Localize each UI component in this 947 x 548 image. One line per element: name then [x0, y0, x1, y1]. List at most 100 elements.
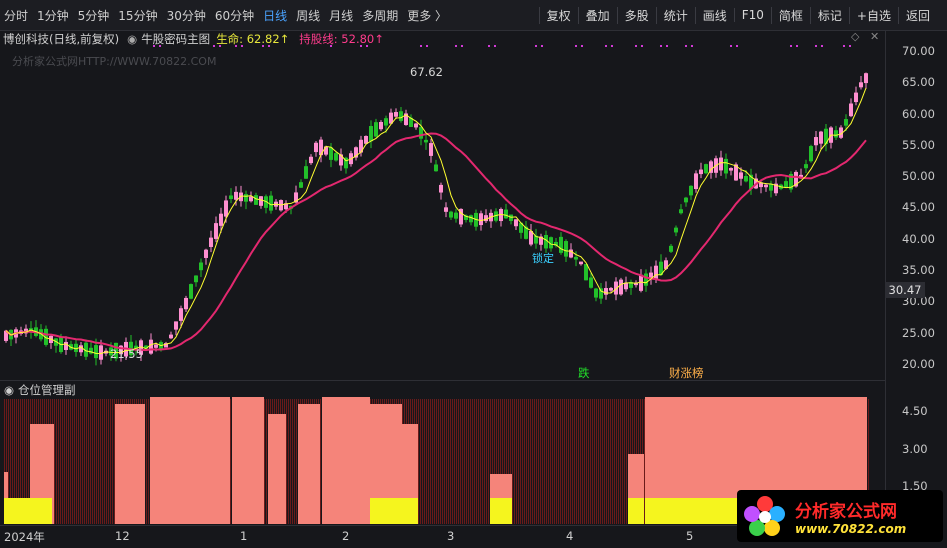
indicator-dropdown-icon[interactable]: ◉	[127, 32, 138, 46]
tab-period-daily[interactable]: 日线	[263, 8, 288, 23]
bg-stripe	[90, 399, 91, 524]
candle-body	[79, 345, 83, 353]
candle-body	[739, 172, 743, 179]
candle-body	[369, 126, 373, 142]
bg-stripe	[550, 399, 551, 524]
bg-stripe	[74, 399, 75, 524]
multi-stock-button[interactable]: 多股	[616, 6, 656, 24]
flower-logo-icon	[744, 496, 785, 536]
bg-stripe	[82, 399, 83, 524]
draw-line-button[interactable]: 画线	[694, 6, 734, 24]
tab-period[interactable]: 分时	[4, 8, 29, 23]
candle-body	[269, 195, 273, 211]
add-watchlist-button[interactable]: +自选	[848, 6, 898, 24]
price-tick: 50.00	[902, 169, 935, 183]
x-tick: 1	[240, 529, 248, 543]
hold-line-ma	[5, 132, 867, 352]
overlay-button[interactable]: 叠加	[577, 6, 617, 24]
candle-body	[749, 174, 753, 189]
candlestick-chart[interactable]: 67.62 21.55 锁定 跌 财涨榜 ◇ ✕	[0, 30, 947, 380]
price-tick: 65.00	[902, 75, 935, 89]
tab-period[interactable]: 1分钟	[37, 8, 69, 23]
sub-panel-title: 仓位管理副	[18, 382, 76, 397]
bg-stripe	[526, 399, 527, 524]
back-button[interactable]: 返回	[897, 6, 937, 24]
candle-body	[544, 234, 548, 249]
candle-body	[99, 345, 103, 360]
diamond-icon[interactable]: ◇	[851, 30, 860, 43]
candle-body	[559, 236, 563, 253]
mark-button[interactable]: 标记	[809, 6, 849, 24]
bg-stripe	[456, 399, 457, 524]
signal-dot	[685, 45, 687, 47]
f10-button[interactable]: F10	[733, 8, 771, 22]
candle-body	[759, 182, 763, 188]
bg-stripe	[868, 399, 869, 524]
bg-stripe	[114, 399, 115, 524]
price-tick: 60.00	[902, 107, 935, 121]
candle-body	[769, 183, 773, 191]
candle-body	[639, 274, 643, 291]
signal-dot	[660, 45, 662, 47]
collapse-icon[interactable]: ◉	[4, 382, 15, 397]
candle-body	[629, 281, 633, 288]
tab-period[interactable]: 60分钟	[214, 8, 255, 23]
bg-stripe	[532, 399, 533, 524]
tab-more[interactable]: 更多 〉	[407, 8, 448, 23]
bg-stripe	[28, 399, 29, 524]
signal-dot	[736, 45, 738, 47]
close-icon[interactable]: ✕	[870, 30, 879, 43]
signal-dot	[796, 45, 798, 47]
bg-stripe	[624, 399, 625, 524]
bg-stripe	[554, 399, 555, 524]
stock-name[interactable]: 博创科技(日线,前复权)	[3, 32, 120, 46]
bg-stripe	[436, 399, 437, 524]
candle-body	[454, 212, 458, 219]
candle-body	[284, 203, 288, 210]
candle-body	[249, 196, 253, 202]
tab-period[interactable]: 15分钟	[118, 8, 158, 23]
indicator-name[interactable]: 牛股密码主图	[141, 32, 211, 46]
candle-body	[589, 277, 593, 288]
wealth-marker: 财涨榜	[669, 366, 704, 380]
simple-frame-button[interactable]: 简框	[770, 6, 810, 24]
tab-period[interactable]: 周线	[296, 8, 321, 23]
candle-body	[494, 211, 498, 221]
bg-stripe	[570, 399, 571, 524]
bg-stripe	[68, 399, 69, 524]
position-bar	[322, 397, 370, 524]
tab-period[interactable]: 5分钟	[77, 8, 110, 23]
tab-period[interactable]: 月线	[329, 8, 354, 23]
bg-stripe	[426, 399, 427, 524]
bg-stripe	[558, 399, 559, 524]
candle-body	[234, 191, 238, 200]
bg-stripe	[60, 399, 61, 524]
candle-body	[89, 347, 93, 354]
tab-period[interactable]: 30分钟	[166, 8, 206, 23]
bg-stripe	[288, 399, 289, 524]
candle-body	[154, 344, 158, 348]
bg-stripe	[320, 399, 321, 524]
bg-stripe	[562, 399, 563, 524]
candle-body	[224, 200, 228, 217]
bg-stripe	[478, 399, 479, 524]
signal-dot	[235, 45, 237, 47]
candle-body	[364, 135, 368, 144]
bg-stripe	[422, 399, 423, 524]
price-tick: 70.00	[902, 44, 935, 58]
bg-stripe	[612, 399, 613, 524]
candle-body	[44, 328, 48, 345]
bg-stripe	[84, 399, 85, 524]
candle-body	[219, 213, 223, 226]
fuquan-button[interactable]: 复权	[538, 6, 578, 24]
candle-body	[709, 161, 713, 173]
bg-stripe	[438, 399, 439, 524]
tab-period[interactable]: 多周期	[362, 8, 399, 23]
bg-stripe	[544, 399, 545, 524]
bg-stripe	[484, 399, 485, 524]
bg-stripe	[290, 399, 291, 524]
candle-body	[84, 342, 88, 357]
stats-button[interactable]: 统计	[655, 6, 695, 24]
toolbar: 分时 1分钟 5分钟 15分钟 30分钟 60分钟 日线 周线 月线 多周期 更…	[0, 0, 947, 31]
signal-dot	[268, 45, 270, 47]
